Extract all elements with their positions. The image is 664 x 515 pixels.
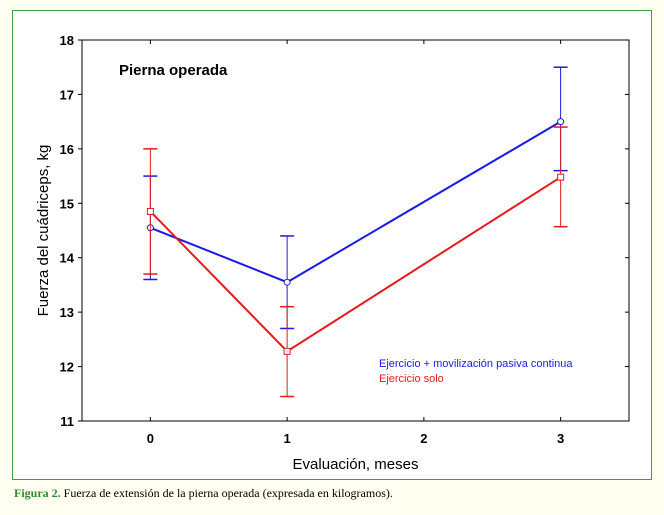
data-point xyxy=(283,347,291,355)
y-axis: 11 12 13 14 15 16 17 18 xyxy=(60,33,629,429)
chart-annotation: Pierna operada xyxy=(119,62,228,79)
figure-caption: Figura 2. Fuerza de extensión de la pier… xyxy=(14,486,393,501)
legend-entry: Ejercicio solo xyxy=(379,373,444,385)
x-tick-label: 1 xyxy=(284,431,291,446)
y-tick-label: 17 xyxy=(60,87,74,102)
legend-entry: Ejercicio + movilización pasiva continua xyxy=(379,358,573,370)
data-point xyxy=(146,207,154,215)
data-point xyxy=(283,278,291,286)
y-tick-label: 13 xyxy=(60,305,74,320)
y-tick-label: 18 xyxy=(60,33,74,48)
x-tick-label: 2 xyxy=(420,431,427,446)
x-tick-label: 0 xyxy=(147,431,154,446)
caption-text: Fuerza de extensión de la pierna operada… xyxy=(60,486,393,500)
y-tick-label: 15 xyxy=(60,196,74,211)
data-point xyxy=(557,118,565,126)
series-2 xyxy=(143,126,568,398)
data-point xyxy=(557,173,565,181)
y-tick-label: 11 xyxy=(60,414,74,429)
y-tick-label: 12 xyxy=(60,360,74,375)
y-tick-label: 16 xyxy=(60,142,74,157)
series-layer xyxy=(143,66,568,398)
caption-label: Figura 2. xyxy=(14,486,61,500)
y-axis-label: Fuerza del cuádriceps, kg xyxy=(35,145,52,317)
x-axis-label: Evaluación, meses xyxy=(293,456,419,473)
x-axis: 0 1 2 3 xyxy=(147,40,564,446)
legend: Ejercicio + movilización pasiva continua… xyxy=(379,358,573,385)
x-tick-label: 3 xyxy=(557,431,564,446)
y-tick-label: 14 xyxy=(60,251,75,266)
series-1 xyxy=(143,66,568,330)
plot-area xyxy=(81,39,630,422)
